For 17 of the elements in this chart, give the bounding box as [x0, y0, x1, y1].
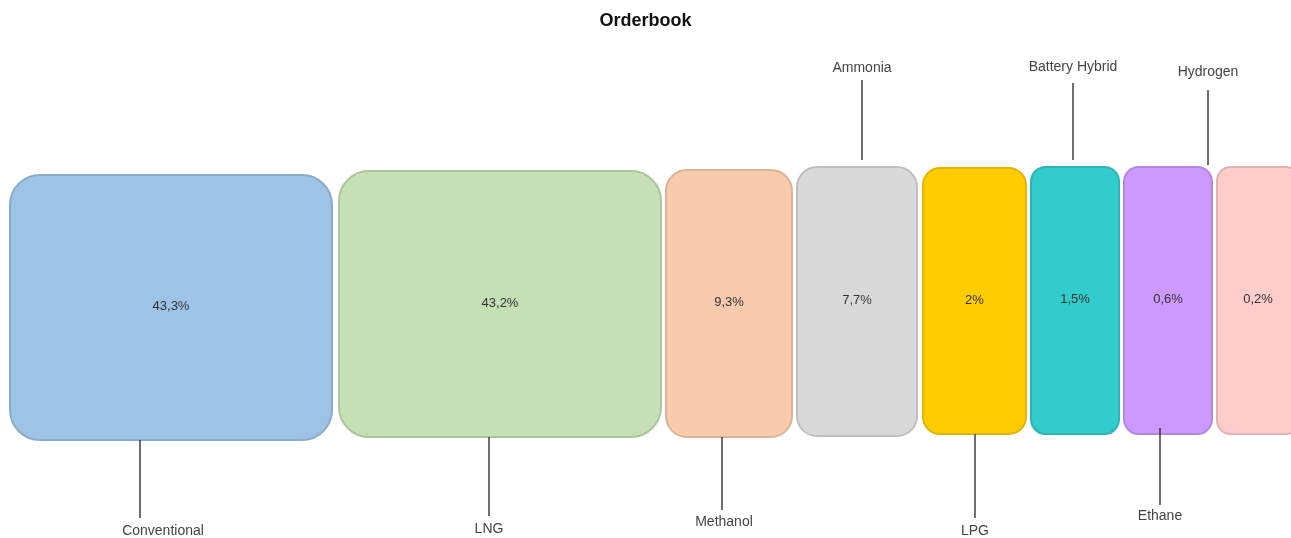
category-label: Hydrogen	[1177, 62, 1239, 79]
data-label: 7,7%	[842, 292, 873, 308]
data-label: 9,3%	[714, 294, 745, 310]
data-label: 2%	[965, 291, 985, 307]
category-label: LPG	[960, 521, 990, 538]
data-label: 43,2%	[481, 294, 519, 310]
category-label: Methanol	[695, 512, 753, 529]
data-label: 0,6%	[1153, 291, 1184, 307]
category-label: Battery Hybrid	[1028, 57, 1118, 74]
data-label: 43,3%	[152, 298, 190, 314]
text: Orderbook	[599, 9, 693, 30]
data-label: 0,2%	[1243, 291, 1274, 307]
category-label: LNG	[474, 519, 504, 536]
category-label: Ethane	[1137, 506, 1183, 523]
category-label: Conventional	[122, 521, 204, 538]
data-label: 1,5%	[1060, 291, 1091, 307]
category-label: Ammonia	[832, 58, 892, 75]
